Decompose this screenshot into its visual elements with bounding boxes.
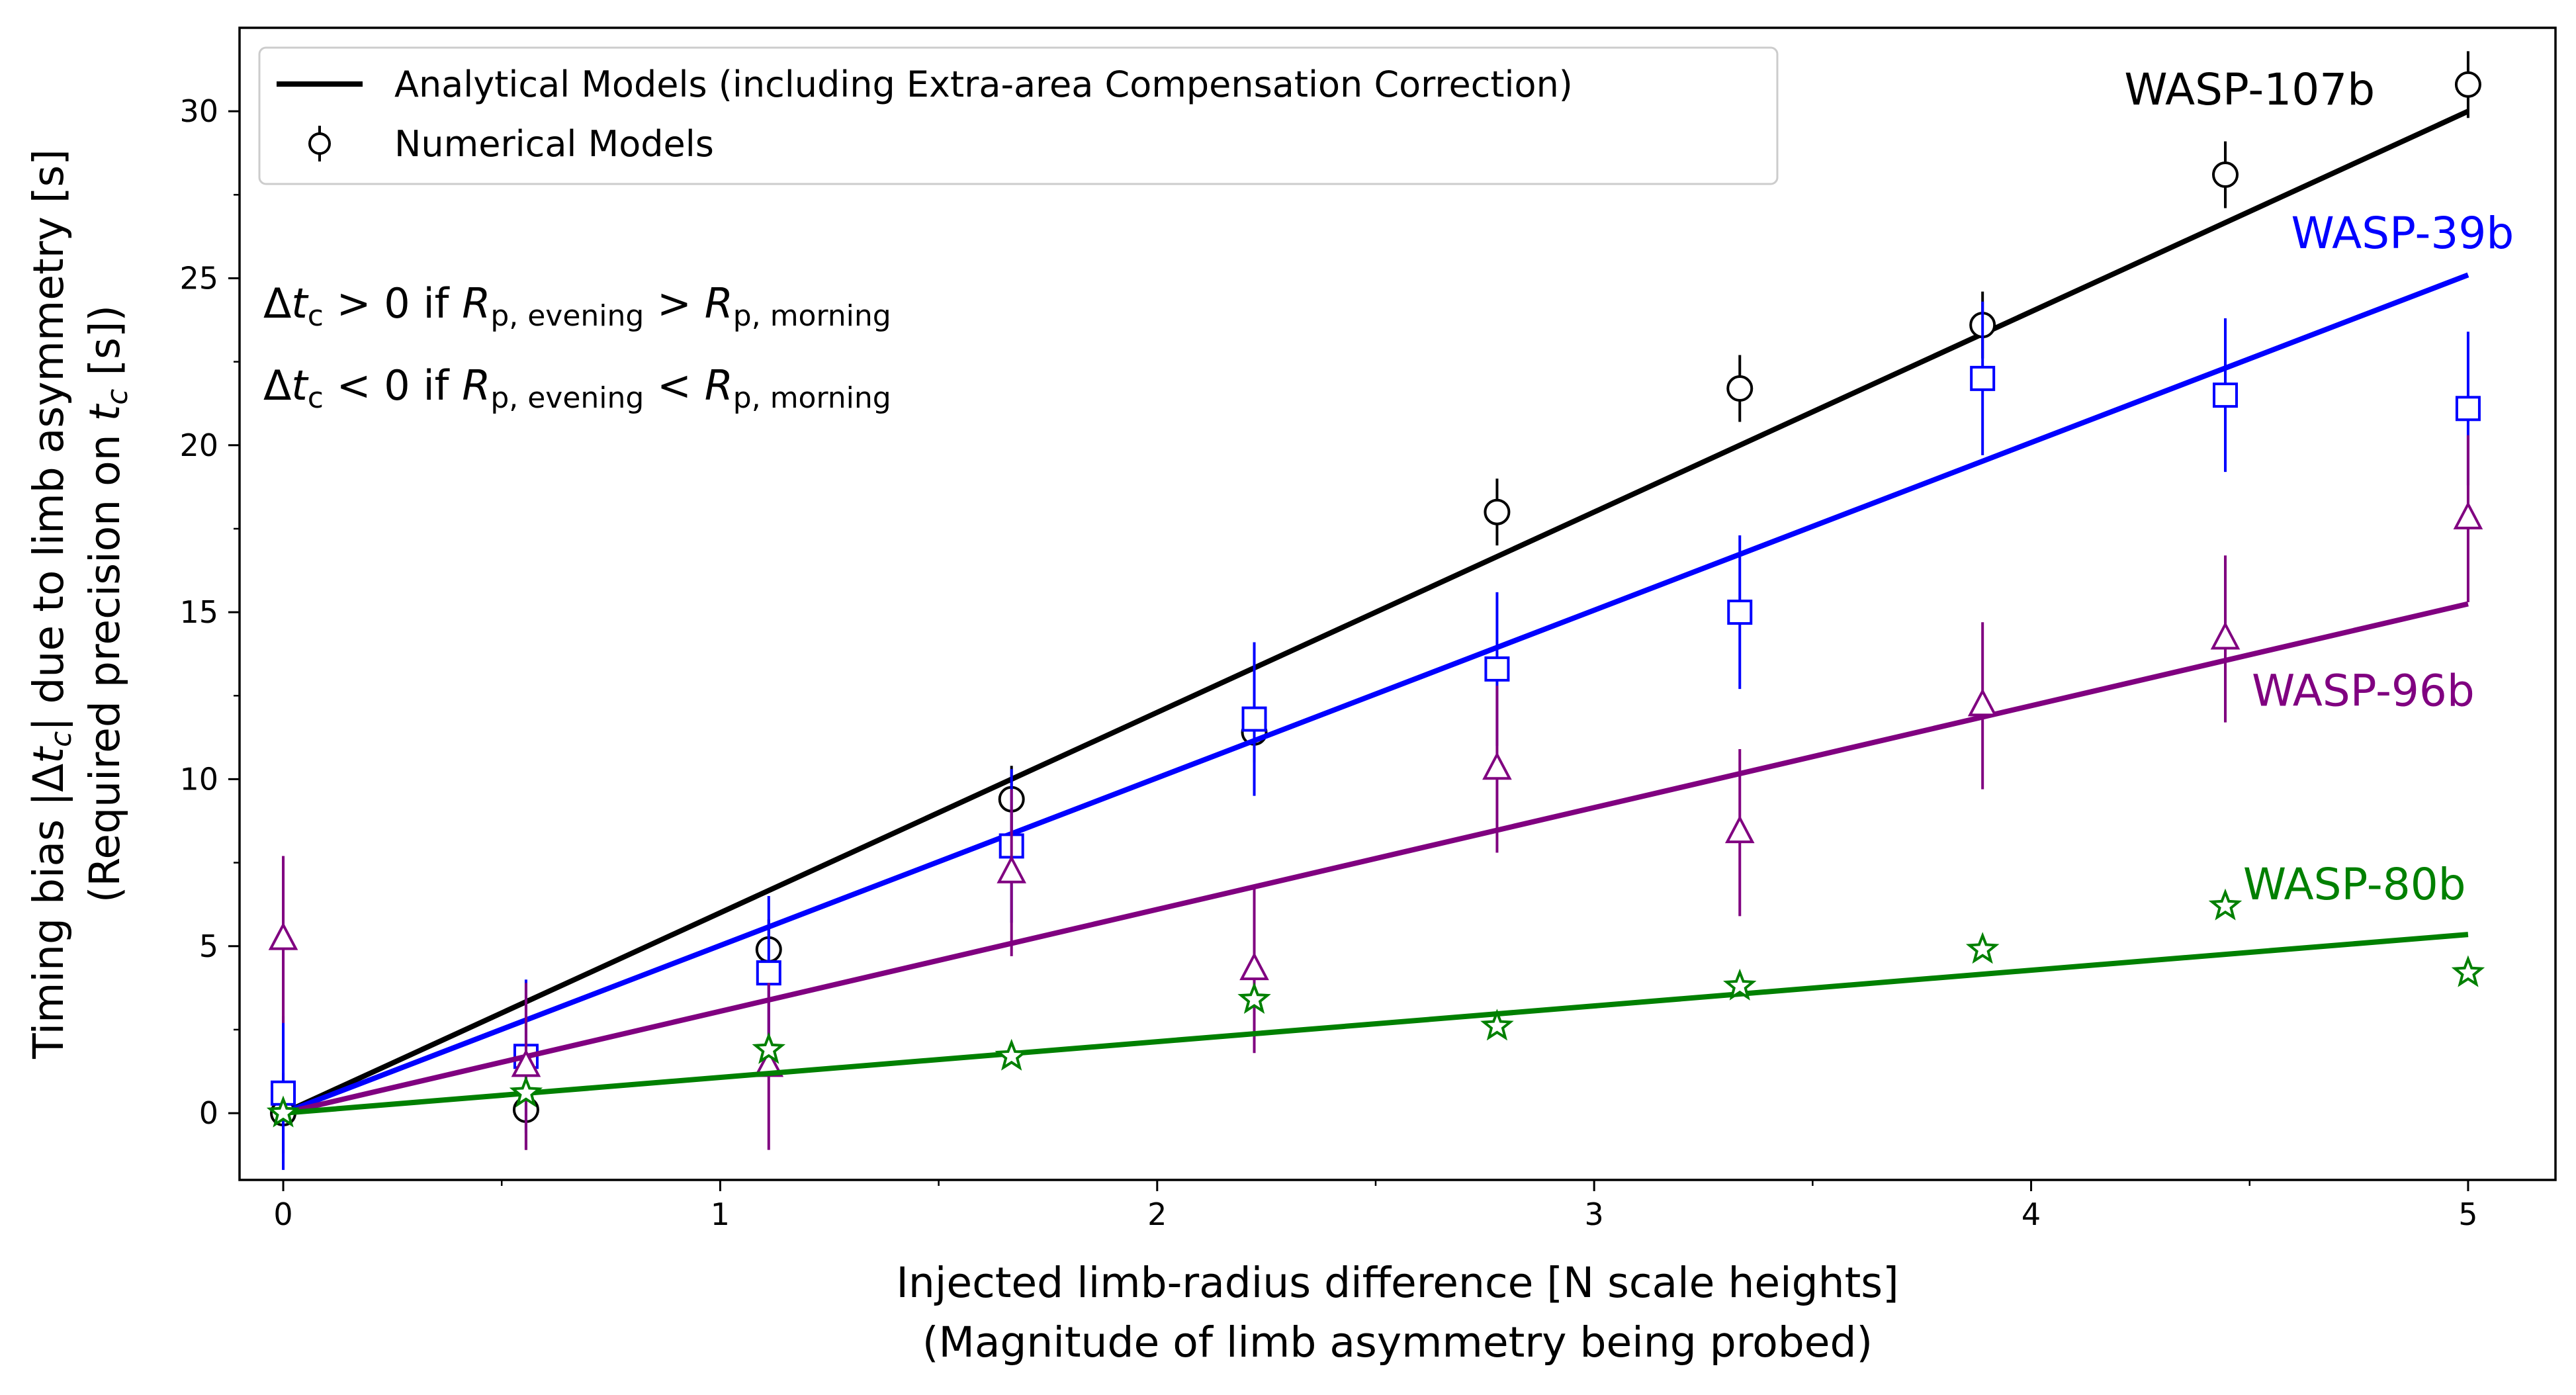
labels-layer: WASP-107b WASP-39b WASP-96b WASP-80b Δtc > 0… — [24, 64, 2514, 1367]
y-tick-label: 25 — [179, 260, 218, 296]
data-point — [1480, 1009, 1514, 1041]
legend-marker-swatch — [308, 132, 331, 155]
x-axis-sublabel: (Magnitude of limb asymmetry being probe… — [922, 1318, 1873, 1367]
analytical-model-line — [283, 932, 2469, 1116]
y-tick-label: 20 — [179, 428, 218, 463]
data-point — [1241, 706, 1267, 732]
analytical-model-line — [282, 272, 2469, 1116]
data-point — [1484, 498, 1511, 525]
data-point — [2212, 161, 2239, 189]
data-point — [2213, 382, 2239, 408]
y-tick-label: 0 — [199, 1095, 218, 1131]
legend-label: Analytical Models (including Extra-area … — [394, 64, 1573, 105]
data-point — [1239, 952, 1269, 981]
data-point — [1723, 968, 1757, 1001]
x-tick-label: 3 — [1585, 1196, 1604, 1232]
legend-box — [258, 46, 1779, 185]
data-point — [2455, 396, 2481, 422]
data-point — [2210, 621, 2241, 650]
series-layer — [266, 51, 2485, 1170]
data-point — [2453, 501, 2483, 529]
legend: Analytical Models (including Extra-area … — [258, 46, 1779, 185]
data-point — [997, 855, 1027, 883]
data-point — [995, 1038, 1029, 1071]
series-label: WASP-39b — [2291, 208, 2514, 259]
data-point — [756, 960, 781, 986]
series-label: WASP-107b — [2124, 64, 2375, 115]
series-wasp-96b — [268, 435, 2483, 1150]
data-point — [1724, 815, 1755, 844]
data-point — [1484, 656, 1510, 682]
y-axis-sublabel: (Required precision on tc [s]) — [81, 305, 134, 903]
x-tick-label: 2 — [1147, 1196, 1167, 1232]
condition-note: Δtc < 0 if Rp, evening < Rp, morning — [263, 361, 891, 415]
data-point — [1726, 375, 1754, 402]
plot-frame — [238, 26, 2557, 1181]
x-axis-label: Injected limb-radius difference [N scale… — [896, 1259, 1898, 1307]
series-wasp-80b — [266, 888, 2485, 1128]
data-point — [2451, 955, 2485, 987]
y-tick-label: 15 — [179, 594, 218, 630]
data-point — [266, 1095, 300, 1128]
data-point — [1727, 600, 1753, 625]
data-point — [1967, 688, 1998, 717]
x-tick-label: 5 — [2458, 1196, 2477, 1232]
legend-label: Numerical Models — [394, 123, 714, 165]
ticks-layer: 0 1 2 3 4 5 0 5 10 15 20 25 30 — [179, 93, 2477, 1232]
data-point — [1965, 932, 2000, 964]
y-tick-label: 10 — [179, 761, 218, 797]
x-tick-label: 1 — [711, 1196, 730, 1232]
series-label: WASP-96b — [2252, 665, 2475, 716]
x-tick-label: 4 — [2021, 1196, 2041, 1232]
y-axis-label: Timing bias |Δtc| due to limb asymmetry … — [24, 149, 78, 1059]
data-point — [509, 1075, 543, 1108]
data-point — [1237, 981, 1271, 1014]
condition-note: Δtc > 0 if Rp, evening > Rp, morning — [263, 279, 891, 333]
series-label: WASP-80b — [2243, 859, 2466, 910]
y-tick-label: 30 — [179, 93, 218, 129]
analytical-model-line — [282, 109, 2469, 1116]
data-point — [268, 922, 298, 950]
analytical-model-line — [283, 601, 2469, 1116]
data-point — [2208, 888, 2243, 921]
data-point — [752, 1032, 786, 1064]
data-point — [1970, 365, 1996, 391]
data-point — [1482, 752, 1512, 780]
x-tick-label: 0 — [273, 1196, 292, 1232]
data-point — [2454, 71, 2481, 98]
y-tick-label: 5 — [199, 928, 218, 964]
